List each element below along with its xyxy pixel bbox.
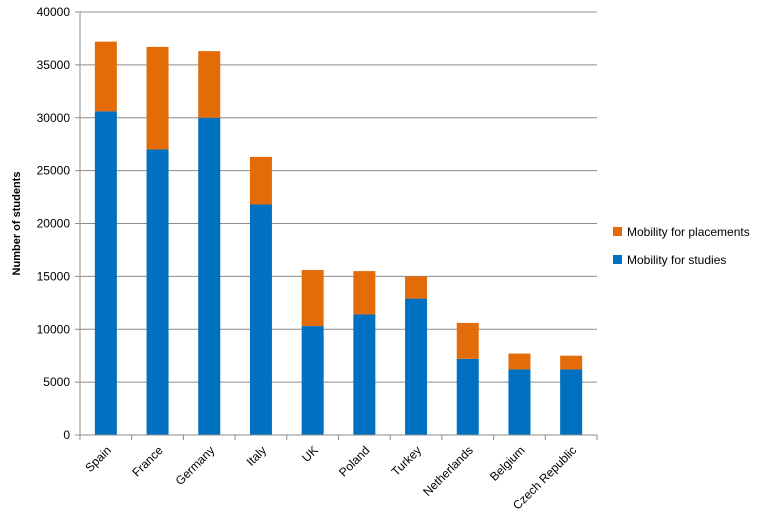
x-tick-label: Germany [173, 443, 218, 488]
bars [94, 41, 583, 435]
bar-mobility-for-studies [456, 358, 479, 435]
x-tick-label: Belgium [487, 443, 528, 484]
bar-mobility-for-studies [198, 117, 221, 435]
x-tick-label: Italy [244, 443, 269, 468]
bar-mobility-for-placements [94, 41, 117, 112]
y-tick-label: 35000 [37, 58, 71, 72]
x-tick-label: Turkey [389, 443, 425, 479]
x-tick-label: Netherlands [420, 443, 476, 499]
x-tick-label: UK [299, 443, 321, 465]
bar-mobility-for-studies [146, 149, 169, 435]
bar-mobility-for-studies [508, 369, 531, 435]
x-axis-tick-labels: Spain France Germany Italy UK Poland TurkeyNet… [79, 435, 598, 513]
legend: Mobility for placements Mobility for stud… [613, 225, 750, 267]
bar-mobility-for-studies [94, 111, 117, 435]
y-axis-label: Number of students [11, 172, 23, 276]
bar-mobility-for-studies [560, 369, 583, 435]
legend-swatch [613, 227, 622, 236]
y-tick-label: 10000 [37, 322, 71, 336]
y-tick-label: 30000 [37, 111, 71, 125]
bar-mobility-for-studies [353, 314, 376, 435]
y-axis-tick-labels: 0 5000 10000 15000 20000 25000 30000 35000 40000 [37, 5, 71, 442]
bar-mobility-for-studies [249, 204, 272, 435]
bar-mobility-for-studies [301, 326, 324, 435]
y-tick-label: 15000 [37, 269, 71, 283]
legend-label: Mobility for studies [627, 253, 726, 267]
y-tick-label: 25000 [37, 164, 71, 178]
bar-mobility-for-placements [353, 271, 376, 315]
y-tick-label: 20000 [37, 217, 71, 231]
y-tick-label: 0 [63, 428, 70, 442]
x-tick-label: France [129, 443, 166, 480]
bar-mobility-for-placements [456, 322, 479, 359]
bar-mobility-for-placements [146, 46, 169, 150]
y-tick-label: 5000 [43, 375, 70, 389]
x-tick-label: Poland [336, 443, 372, 479]
bar-mobility-for-placements [560, 355, 583, 370]
bar-mobility-for-placements [405, 276, 428, 299]
bar-mobility-for-studies [405, 298, 428, 435]
legend-swatch [613, 255, 622, 264]
y-tick-label: 40000 [37, 5, 71, 19]
legend-label: Mobility for placements [627, 225, 750, 239]
bar-mobility-for-placements [508, 353, 531, 370]
bar-mobility-for-placements [249, 156, 272, 205]
bar-mobility-for-placements [301, 270, 324, 327]
x-tick-label: Spain [82, 443, 114, 475]
bar-mobility-for-placements [198, 51, 221, 118]
